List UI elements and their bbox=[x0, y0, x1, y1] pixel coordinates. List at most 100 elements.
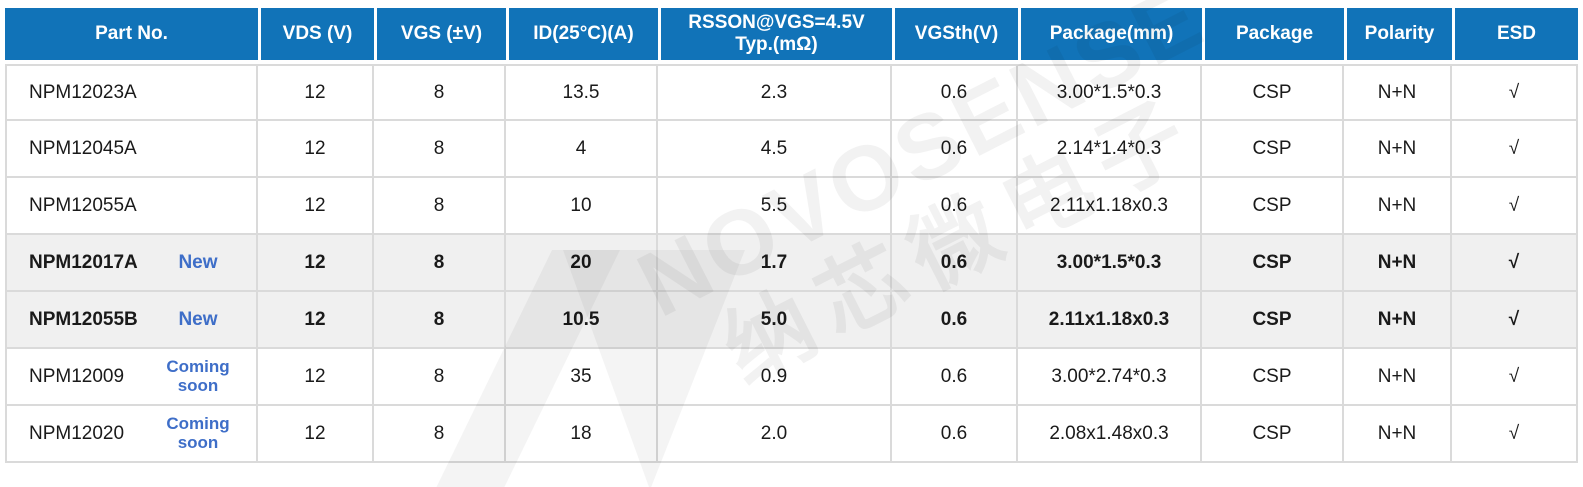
cell-package: CSP bbox=[1202, 406, 1344, 463]
table-row: NPM12045A 12 8 4 4.5 0.6 2.14*1.4*0.3 CS… bbox=[5, 121, 1578, 178]
cell-part-no: NPM12045A bbox=[5, 121, 258, 178]
table-row-new-highlighted: NPM12055B New 12 8 10.5 5.0 0.6 2.11x1.1… bbox=[5, 292, 1578, 349]
cell-package-mm: 2.14*1.4*0.3 bbox=[1018, 121, 1202, 178]
cell-vgs: 8 bbox=[374, 178, 506, 235]
cell-vgsth: 0.6 bbox=[892, 178, 1018, 235]
table-row-coming-soon: NPM12009 Coming soon 12 8 35 0.9 0.6 3.0… bbox=[5, 349, 1578, 406]
cell-package: CSP bbox=[1202, 121, 1344, 178]
cell-polarity: N+N bbox=[1344, 235, 1452, 292]
cell-esd-checkmark: √ bbox=[1452, 64, 1578, 121]
col-header-part-no: Part No. bbox=[5, 8, 258, 64]
cell-id: 10 bbox=[506, 178, 658, 235]
cell-vgsth: 0.6 bbox=[892, 349, 1018, 406]
cell-package-mm: 3.00*1.5*0.3 bbox=[1018, 64, 1202, 121]
cell-id: 35 bbox=[506, 349, 658, 406]
cell-polarity: N+N bbox=[1344, 121, 1452, 178]
cell-id: 4 bbox=[506, 121, 658, 178]
new-badge: New bbox=[178, 251, 218, 273]
part-number: NPM12023A bbox=[29, 81, 137, 103]
table-row-coming-soon: NPM12020 Coming soon 12 8 18 2.0 0.6 2.0… bbox=[5, 406, 1578, 463]
part-number: NPM12055B bbox=[29, 308, 138, 330]
cell-vgsth: 0.6 bbox=[892, 406, 1018, 463]
part-number: NPM12055A bbox=[29, 194, 137, 216]
table-row: NPM12055A 12 8 10 5.5 0.6 2.11x1.18x0.3 … bbox=[5, 178, 1578, 235]
cell-part-no: NPM12017A New bbox=[5, 235, 258, 292]
cell-vds: 12 bbox=[258, 235, 374, 292]
cell-rsson: 0.9 bbox=[658, 349, 892, 406]
col-header-polarity: Polarity bbox=[1344, 8, 1452, 64]
cell-vgsth: 0.6 bbox=[892, 121, 1018, 178]
cell-vds: 12 bbox=[258, 406, 374, 463]
cell-part-no: NPM12009 Coming soon bbox=[5, 349, 258, 406]
cell-polarity: N+N bbox=[1344, 292, 1452, 349]
cell-package: CSP bbox=[1202, 64, 1344, 121]
cell-vgs: 8 bbox=[374, 235, 506, 292]
cell-id: 13.5 bbox=[506, 64, 658, 121]
cell-rsson: 5.5 bbox=[658, 178, 892, 235]
coming-soon-badge: Coming soon bbox=[166, 414, 230, 452]
cell-vgsth: 0.6 bbox=[892, 235, 1018, 292]
cell-vgs: 8 bbox=[374, 292, 506, 349]
coming-soon-badge: Coming soon bbox=[166, 357, 230, 395]
part-number: NPM12009 bbox=[29, 365, 125, 387]
part-number: NPM12017A bbox=[29, 251, 138, 273]
col-header-package: Package bbox=[1202, 8, 1344, 64]
mosfet-spec-table: Part No. VDS (V) VGS (±V) ID(25°C)(A) RS… bbox=[5, 8, 1578, 463]
cell-rsson: 2.0 bbox=[658, 406, 892, 463]
cell-rsson: 5.0 bbox=[658, 292, 892, 349]
cell-vgs: 8 bbox=[374, 406, 506, 463]
table-header: Part No. VDS (V) VGS (±V) ID(25°C)(A) RS… bbox=[5, 8, 1578, 64]
cell-esd-checkmark: √ bbox=[1452, 406, 1578, 463]
cell-id: 20 bbox=[506, 235, 658, 292]
col-header-package-mm: Package(mm) bbox=[1018, 8, 1202, 64]
cell-package-mm: 3.00*2.74*0.3 bbox=[1018, 349, 1202, 406]
cell-vds: 12 bbox=[258, 64, 374, 121]
cell-polarity: N+N bbox=[1344, 64, 1452, 121]
table-row: NPM12023A 12 8 13.5 2.3 0.6 3.00*1.5*0.3… bbox=[5, 64, 1578, 121]
cell-esd-checkmark: √ bbox=[1452, 349, 1578, 406]
cell-esd-checkmark: √ bbox=[1452, 235, 1578, 292]
cell-vds: 12 bbox=[258, 292, 374, 349]
cell-package: CSP bbox=[1202, 178, 1344, 235]
cell-polarity: N+N bbox=[1344, 349, 1452, 406]
cell-package-mm: 2.11x1.18x0.3 bbox=[1018, 292, 1202, 349]
header-row: Part No. VDS (V) VGS (±V) ID(25°C)(A) RS… bbox=[5, 8, 1578, 64]
cell-esd-checkmark: √ bbox=[1452, 292, 1578, 349]
cell-part-no: NPM12023A bbox=[5, 64, 258, 121]
cell-vgsth: 0.6 bbox=[892, 292, 1018, 349]
cell-id: 10.5 bbox=[506, 292, 658, 349]
cell-vgs: 8 bbox=[374, 121, 506, 178]
cell-polarity: N+N bbox=[1344, 406, 1452, 463]
part-number: NPM12045A bbox=[29, 137, 137, 159]
cell-package-mm: 2.11x1.18x0.3 bbox=[1018, 178, 1202, 235]
col-header-rsson: RSSON@VGS=4.5V Typ.(mΩ) bbox=[658, 8, 892, 64]
cell-vgsth: 0.6 bbox=[892, 64, 1018, 121]
cell-vgs: 8 bbox=[374, 349, 506, 406]
cell-vds: 12 bbox=[258, 349, 374, 406]
new-badge: New bbox=[178, 308, 218, 330]
cell-esd-checkmark: √ bbox=[1452, 121, 1578, 178]
col-header-vgsth: VGSth(V) bbox=[892, 8, 1018, 64]
col-header-vds: VDS (V) bbox=[258, 8, 374, 64]
cell-part-no: NPM12055A bbox=[5, 178, 258, 235]
col-header-id: ID(25°C)(A) bbox=[506, 8, 658, 64]
cell-id: 18 bbox=[506, 406, 658, 463]
cell-package-mm: 2.08x1.48x0.3 bbox=[1018, 406, 1202, 463]
table-body: NPM12023A 12 8 13.5 2.3 0.6 3.00*1.5*0.3… bbox=[5, 64, 1578, 463]
cell-vds: 12 bbox=[258, 178, 374, 235]
cell-part-no: NPM12020 Coming soon bbox=[5, 406, 258, 463]
cell-rsson: 4.5 bbox=[658, 121, 892, 178]
col-header-rsson-line2: Typ.(mΩ) bbox=[735, 34, 818, 55]
cell-esd-checkmark: √ bbox=[1452, 178, 1578, 235]
table-row-new-highlighted: NPM12017A New 12 8 20 1.7 0.6 3.00*1.5*0… bbox=[5, 235, 1578, 292]
cell-vgs: 8 bbox=[374, 64, 506, 121]
col-header-rsson-line1: RSSON@VGS=4.5V bbox=[688, 12, 865, 34]
cell-rsson: 2.3 bbox=[658, 64, 892, 121]
cell-package: CSP bbox=[1202, 235, 1344, 292]
col-header-vgs: VGS (±V) bbox=[374, 8, 506, 64]
cell-rsson: 1.7 bbox=[658, 235, 892, 292]
cell-polarity: N+N bbox=[1344, 178, 1452, 235]
cell-package: CSP bbox=[1202, 292, 1344, 349]
cell-package: CSP bbox=[1202, 349, 1344, 406]
